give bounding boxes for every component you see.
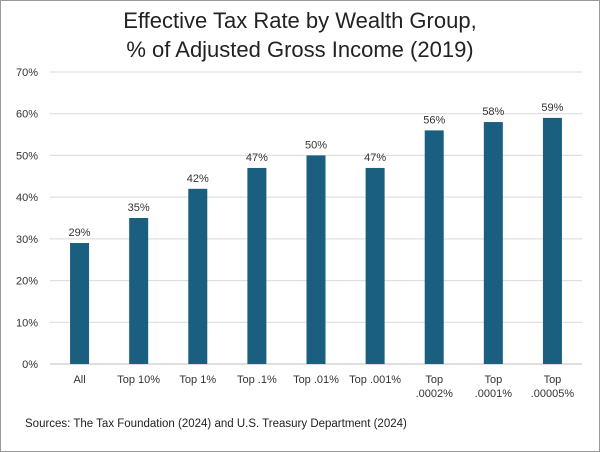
data-label: 35% — [128, 202, 150, 214]
y-axis-ticks: 0% 10% 20% 30% 40% 50% 60% 70% — [16, 67, 38, 371]
bar — [483, 122, 503, 364]
chart-title: Effective Tax Rate by Wealth Group, % of… — [0, 6, 600, 64]
data-label: 47% — [246, 152, 268, 164]
x-tick-label: Top .0002% — [416, 374, 454, 400]
x-tick-label: Top .00005% — [531, 374, 575, 400]
data-label: 59% — [541, 102, 563, 114]
source-note: Sources: The Tax Foundation (2024) and U… — [25, 418, 407, 430]
bars — [70, 117, 562, 364]
x-tick-label: Top 1% — [179, 374, 216, 386]
bar — [306, 155, 326, 364]
chart-title-line-1: Effective Tax Rate by Wealth Group, — [123, 8, 477, 33]
bar — [70, 243, 90, 364]
x-tick-label: Top .1% — [237, 374, 277, 386]
data-label: 42% — [187, 173, 209, 185]
y-tick-label: 0% — [22, 359, 38, 371]
y-tick-label: 10% — [16, 317, 38, 329]
data-labels: 29% 35% 42% 47% 50% 47% 56% 58% 59% — [69, 102, 564, 239]
bar — [247, 167, 267, 364]
y-tick-label: 40% — [16, 192, 38, 204]
y-tick-label: 70% — [16, 67, 38, 79]
chart-title-line-2: % of Adjusted Gross Income (2019) — [126, 37, 474, 62]
bar — [424, 130, 444, 364]
x-tick-label: Top .0001% — [475, 374, 513, 400]
bar — [542, 117, 562, 364]
data-label: 50% — [305, 139, 327, 151]
bar — [365, 167, 385, 364]
y-tick-label: 60% — [16, 109, 38, 121]
x-axis-ticks: All Top 10% Top 1% Top .1% Top .01% Top .001%… — [73, 374, 574, 400]
data-label: 47% — [364, 152, 386, 164]
x-tick-label: Top .01% — [293, 374, 339, 386]
y-tick-label: 30% — [16, 234, 38, 246]
x-tick-label: Top 10% — [117, 374, 160, 386]
data-label: 29% — [69, 227, 91, 239]
bar — [188, 188, 208, 364]
x-tick-label: Top .001% — [349, 374, 401, 386]
x-tick-label: All — [73, 374, 85, 386]
bar — [129, 218, 149, 364]
data-label: 56% — [423, 114, 445, 126]
y-tick-label: 50% — [16, 150, 38, 162]
y-tick-label: 20% — [16, 276, 38, 288]
data-label: 58% — [482, 106, 504, 118]
